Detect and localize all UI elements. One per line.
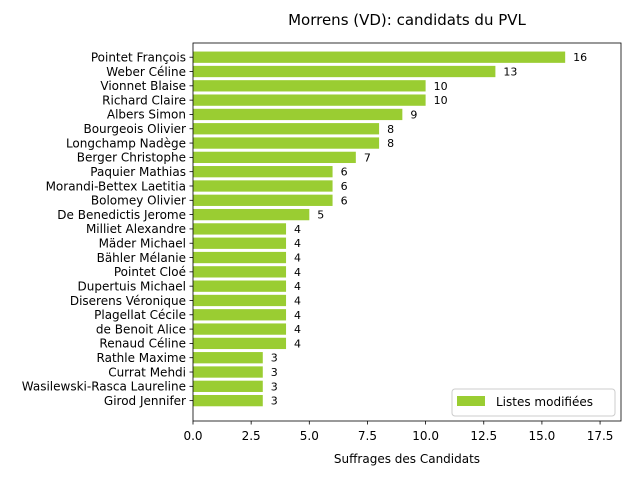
value-label: 4: [294, 223, 301, 236]
value-label: 4: [294, 309, 301, 322]
value-label: 10: [434, 80, 448, 93]
value-label: 8: [387, 123, 394, 136]
category-label: Currat Mehdi: [108, 365, 186, 379]
bar: [193, 223, 287, 235]
category-label: Bolomey Olivier: [91, 194, 186, 208]
bar: [193, 94, 426, 106]
x-axis-ticks: 0.0 2.5 5.0 7.5 10.0 12.5 15.0 17.5: [183, 421, 613, 443]
bar: [193, 180, 333, 192]
value-label: 6: [341, 166, 348, 179]
value-label: 4: [294, 252, 301, 265]
x-tick-label: 17.5: [587, 429, 614, 443]
bar: [193, 166, 333, 178]
value-label: 4: [294, 294, 301, 307]
category-label: Weber Céline: [106, 65, 186, 79]
value-label: 8: [387, 137, 394, 150]
value-label: 10: [434, 94, 448, 107]
value-label: 5: [317, 209, 324, 222]
bars-layer: [193, 51, 566, 407]
category-label: Rathle Maxime: [97, 351, 186, 365]
value-label: 9: [410, 108, 417, 121]
x-tick-label: 0.0: [183, 429, 202, 443]
category-label: de Benoit Alice: [96, 322, 186, 336]
bar: [193, 208, 310, 221]
value-label: 4: [294, 323, 301, 336]
category-label: Milliet Alexandre: [86, 222, 186, 236]
legend: Listes modifiées: [451, 388, 616, 417]
x-axis-label: Suffrages des Candidats: [334, 452, 480, 466]
value-label: 3: [271, 380, 278, 393]
bar: [193, 65, 496, 78]
category-label: Mäder Michael: [99, 237, 186, 251]
bar: [193, 352, 263, 364]
category-label: Paquier Mathias: [90, 165, 186, 179]
value-label: 3: [271, 395, 278, 408]
bar: [193, 123, 380, 135]
x-tick-label: 10.0: [412, 429, 439, 443]
category-label: Wasilewski-Rasca Laureline: [22, 380, 186, 394]
bar: [193, 294, 287, 307]
category-label: Morandi-Bettex Laetitia: [46, 179, 186, 193]
chart-title: Morrens (VD): candidats du PVL: [288, 11, 526, 29]
bar: [193, 108, 403, 121]
plot-frame: [192, 42, 622, 422]
x-tick-label: 12.5: [470, 429, 497, 443]
category-label: Pointet François: [91, 51, 186, 65]
category-label: De Benedictis Jerome: [57, 208, 186, 222]
category-label: Richard Claire: [102, 93, 186, 107]
value-label: 16: [573, 51, 587, 64]
bar: [193, 266, 287, 278]
bar: [193, 280, 287, 292]
value-label: 4: [294, 280, 301, 293]
value-label: 13: [503, 66, 517, 79]
bar: [193, 80, 426, 92]
category-label: Dupertuis Michael: [78, 279, 186, 293]
bar: [193, 237, 287, 249]
bar: [193, 151, 356, 164]
bar: [193, 251, 287, 264]
value-label: 3: [271, 366, 278, 379]
category-label: Diserens Véronique: [70, 294, 186, 308]
bar: [193, 194, 333, 206]
value-label: 7: [364, 151, 371, 164]
x-tick-label: 15.0: [529, 429, 556, 443]
category-label: Pointet Cloé: [114, 265, 186, 279]
category-label: Longchamp Nadège: [66, 136, 186, 150]
category-label: Vionnet Blaise: [100, 79, 186, 93]
category-label: Plagellat Cécile: [94, 308, 186, 322]
category-label: Girod Jennifer: [104, 394, 186, 408]
x-tick-label: 7.5: [358, 429, 377, 443]
category-label: Berger Christophe: [77, 151, 186, 165]
bar: [193, 366, 263, 378]
bar: [193, 51, 566, 63]
category-label: Bähler Mélanie: [97, 251, 186, 265]
bar: [193, 394, 263, 407]
legend-swatch: [457, 396, 485, 406]
category-label: Albers Simon: [107, 108, 186, 122]
legend-box: [451, 388, 616, 417]
category-label: Bourgeois Olivier: [83, 122, 186, 136]
bar: [193, 309, 287, 321]
bar: [193, 323, 287, 335]
value-label: 6: [341, 180, 348, 193]
value-label: 4: [294, 237, 301, 250]
bar: [193, 380, 263, 392]
category-label: Renaud Céline: [99, 337, 186, 351]
value-label: 4: [294, 337, 301, 350]
value-label: 6: [341, 194, 348, 207]
bar: [193, 137, 380, 149]
value-label: 3: [271, 352, 278, 365]
bar: [193, 337, 287, 350]
x-tick-label: 5.0: [300, 429, 319, 443]
legend-label: Listes modifiées: [496, 395, 593, 409]
value-label: 4: [294, 266, 301, 279]
x-tick-label: 2.5: [242, 429, 261, 443]
